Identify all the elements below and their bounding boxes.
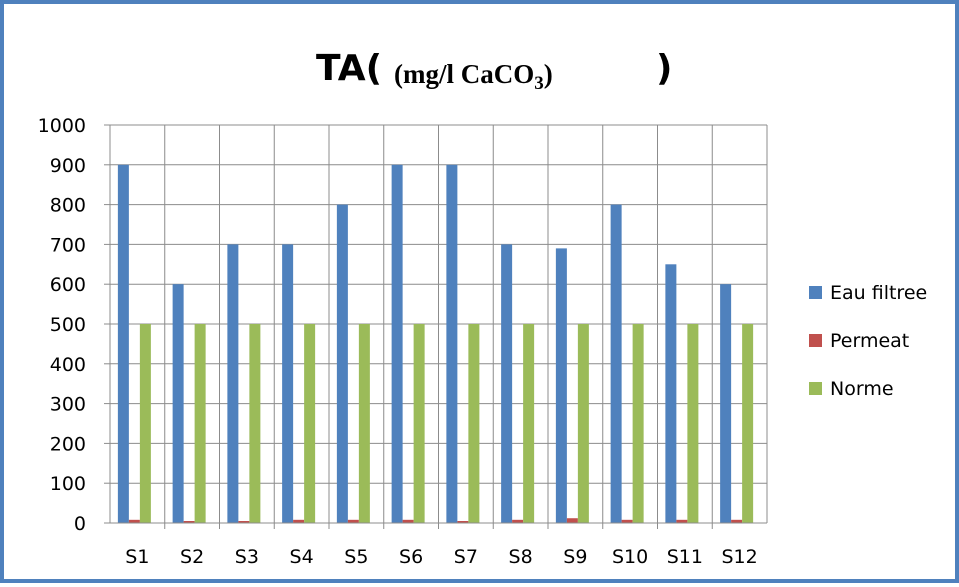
bar-norme — [468, 324, 480, 523]
bar-eau-filtree — [391, 164, 403, 524]
bar-permeat — [402, 519, 414, 523]
x-tick-label: S10 — [612, 546, 648, 568]
bar-eau-filtree — [555, 248, 567, 523]
chart-title-unit-subscript: 3 — [534, 73, 544, 94]
y-tick-label: 500 — [50, 314, 86, 336]
chart-title-unit-text: (mg/l CaCO — [394, 59, 534, 89]
y-tick-label: 700 — [50, 234, 86, 256]
y-tick-label: 300 — [50, 394, 86, 416]
bar-permeat — [457, 521, 469, 523]
x-tick-label: S2 — [180, 546, 204, 568]
bar-permeat — [621, 519, 633, 523]
legend: Eau filtree Permeat Norme — [809, 282, 927, 400]
bar-norme — [523, 324, 535, 523]
bar-eau-filtree — [282, 244, 294, 523]
bar-eau-filtree — [720, 284, 732, 523]
bar-norme — [687, 324, 699, 523]
bar-norme — [194, 324, 206, 523]
x-tick-label: S6 — [399, 546, 423, 568]
bar-permeat — [238, 521, 250, 523]
bar-norme — [742, 324, 754, 523]
axes-layer: 0 100 200 300 400 500 600 700 800 900 1000 S1 S2 S3 S4… — [38, 115, 767, 568]
x-tick-label: S8 — [509, 546, 533, 568]
y-tick-label: 800 — [50, 195, 86, 217]
bar-eau-filtree — [446, 164, 458, 524]
bar-permeat — [676, 519, 688, 523]
x-tick-label: S1 — [125, 546, 149, 568]
chart-title-bracket: ) — [656, 48, 672, 89]
bar-norme — [358, 324, 370, 523]
bar-permeat — [183, 521, 195, 523]
bar-norme — [577, 324, 589, 523]
y-tick-label: 600 — [50, 274, 86, 296]
x-tick-label: S5 — [344, 546, 368, 568]
bar-eau-filtree — [227, 244, 239, 523]
bar-eau-filtree — [665, 264, 677, 523]
bar-permeat — [731, 519, 743, 523]
x-tick-label: S11 — [667, 546, 703, 568]
bar-norme — [139, 324, 151, 523]
chart-title-unit: (mg/l CaCO3) — [394, 59, 553, 94]
bar-permeat — [128, 519, 140, 523]
x-tick-label: S12 — [722, 546, 758, 568]
bar-permeat — [347, 519, 359, 523]
y-tick-label: 1000 — [38, 115, 86, 137]
bar-permeat — [566, 518, 578, 523]
y-tick-label: 100 — [50, 473, 86, 495]
legend-label: Eau filtree — [830, 282, 927, 304]
y-tick-label: 900 — [50, 155, 86, 177]
y-tick-label: 400 — [50, 354, 86, 376]
bar-eau-filtree — [501, 244, 513, 523]
legend-label: Norme — [830, 378, 894, 400]
bar-norme — [249, 324, 261, 523]
bar-norme — [413, 324, 425, 523]
bar-norme — [632, 324, 644, 523]
bar-permeat — [293, 519, 305, 523]
x-tick-label: S7 — [454, 546, 478, 568]
bar-chart: TA( (mg/l CaCO3) ) 0 100 200 300 400 500 600 70… — [38, 48, 928, 568]
chart-title-unit-close: ) — [544, 59, 553, 89]
legend-swatch — [809, 382, 822, 395]
legend-label: Permeat — [830, 330, 909, 352]
bar-permeat — [512, 519, 524, 523]
y-tick-label: 0 — [74, 513, 86, 535]
bar-norme — [304, 324, 316, 523]
legend-swatch — [809, 334, 822, 347]
legend-swatch — [809, 286, 822, 299]
y-tick-label: 200 — [50, 433, 86, 455]
x-tick-label: S3 — [235, 546, 259, 568]
bar-eau-filtree — [336, 204, 348, 523]
chart-title: TA( (mg/l CaCO3) ) — [316, 48, 672, 94]
x-tick-label: S4 — [290, 546, 314, 568]
bar-eau-filtree — [172, 284, 184, 523]
bar-eau-filtree — [117, 164, 129, 524]
bars-layer — [117, 164, 754, 524]
x-tick-label: S9 — [563, 546, 587, 568]
chart-title-main: TA( — [316, 48, 382, 89]
bar-eau-filtree — [610, 204, 622, 523]
